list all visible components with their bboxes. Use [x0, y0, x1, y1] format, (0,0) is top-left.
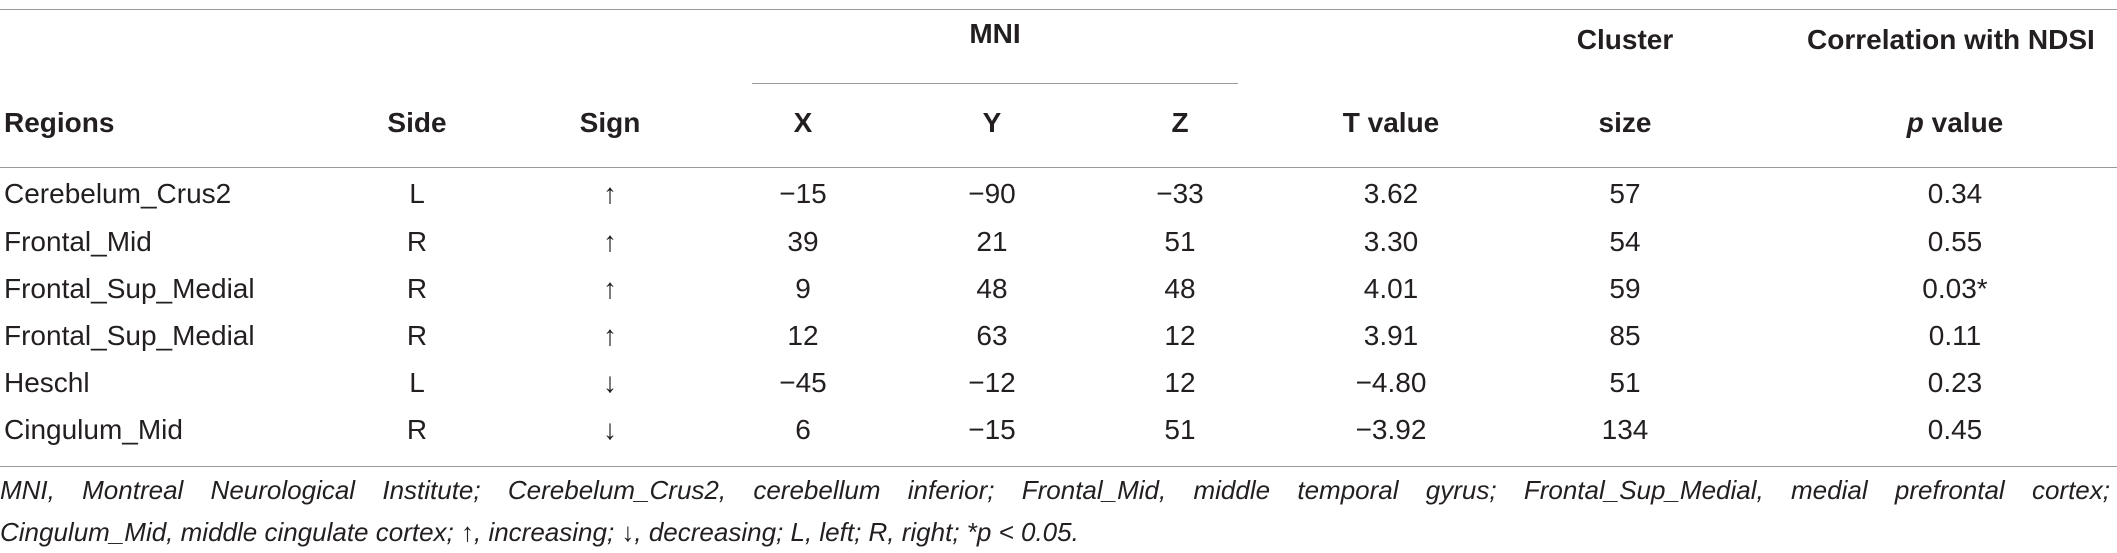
- header-t-value: T value: [1342, 107, 1440, 138]
- header-mni: MNI: [969, 18, 1021, 49]
- cell-side: R: [406, 273, 428, 304]
- table-bottom-rule: [0, 466, 2117, 467]
- cell-t-value: 3.91: [1363, 320, 1419, 351]
- cell-y: 63: [976, 320, 1008, 351]
- cell-side: R: [406, 226, 428, 257]
- cell-z: −33: [1156, 178, 1204, 209]
- cell-t-value: 3.62: [1363, 178, 1419, 209]
- header-sign: Sign: [579, 107, 641, 138]
- cell-region: Cerebelum_Crus2: [4, 178, 232, 209]
- cell-cluster-size: 54: [1609, 226, 1641, 257]
- cell-side: R: [406, 320, 428, 351]
- cell-cluster-size: 57: [1609, 178, 1641, 209]
- cell-y: −90: [968, 178, 1016, 209]
- cell-cluster-size: 51: [1609, 367, 1641, 398]
- cell-x: 9: [795, 273, 811, 304]
- cell-z: 48: [1164, 273, 1196, 304]
- cell-sign: ↑: [603, 178, 617, 209]
- cell-cluster-size: 85: [1609, 320, 1641, 351]
- cell-x: −45: [779, 367, 827, 398]
- header-z: Z: [1171, 107, 1189, 138]
- cell-x: 12: [787, 320, 819, 351]
- header-bottom-rule: [0, 167, 2117, 168]
- header-size: size: [1598, 107, 1652, 138]
- cell-p-value: 0.23: [1927, 367, 1983, 398]
- cell-y: 21: [976, 226, 1008, 257]
- cell-sign: ↓: [603, 367, 617, 398]
- cell-sign: ↑: [603, 320, 617, 351]
- header-cluster: Cluster: [1576, 24, 1674, 55]
- cell-t-value: 4.01: [1363, 273, 1419, 304]
- cell-cluster-size: 59: [1609, 273, 1641, 304]
- cell-y: 48: [976, 273, 1008, 304]
- cell-p-value: 0.34: [1927, 178, 1983, 209]
- cell-sign: ↑: [603, 226, 617, 257]
- cell-y: −15: [968, 414, 1016, 445]
- cell-p-value: 0.45: [1927, 414, 1983, 445]
- header-side: Side: [387, 107, 447, 138]
- table-top-rule: [0, 9, 2117, 10]
- header-x: X: [793, 107, 813, 138]
- cell-y: −12: [968, 367, 1016, 398]
- cell-side: R: [406, 414, 428, 445]
- cell-region: Frontal_Mid: [4, 226, 152, 257]
- header-correlation: Correlation with NDSI: [1807, 24, 2095, 55]
- cell-region: Cingulum_Mid: [4, 414, 183, 445]
- cell-t-value: −4.80: [1355, 367, 1427, 398]
- header-regions: Regions: [4, 107, 115, 138]
- cell-sign: ↑: [603, 273, 617, 304]
- cell-z: 51: [1164, 226, 1196, 257]
- cell-side: L: [409, 178, 425, 209]
- cell-region: Frontal_Sup_Medial: [4, 320, 255, 351]
- cell-t-value: −3.92: [1355, 414, 1427, 445]
- cell-p-value: 0.11: [1928, 320, 1982, 351]
- cell-p-value: 0.03*: [1922, 273, 1988, 304]
- cell-z: 51: [1164, 414, 1196, 445]
- cell-cluster-size: 134: [1601, 414, 1649, 445]
- cell-p-value: 0.55: [1927, 226, 1983, 257]
- cell-region: Frontal_Sup_Medial: [4, 273, 255, 304]
- table-footnote: MNI, Montreal Neurological Institute; Ce…: [0, 469, 2110, 553]
- header-y: Y: [982, 107, 1002, 138]
- footnote-line-1: MNI, Montreal Neurological Institute; Ce…: [0, 475, 2110, 505]
- cell-x: 39: [787, 226, 819, 257]
- cell-z: 12: [1164, 320, 1196, 351]
- cell-side: L: [409, 367, 425, 398]
- cell-x: −15: [779, 178, 827, 209]
- cell-t-value: 3.30: [1363, 226, 1419, 257]
- header-p-value: p value: [1907, 107, 2004, 139]
- mni-span-rule: [752, 83, 1238, 84]
- cell-sign: ↓: [603, 414, 617, 445]
- header-p-italic: p: [1906, 107, 1924, 138]
- header-p-rest: value: [1923, 107, 2004, 138]
- cell-z: 12: [1164, 367, 1196, 398]
- cell-region: Heschl: [4, 367, 90, 398]
- cell-x: 6: [795, 414, 811, 445]
- footnote-line-2: Cingulum_Mid, middle cingulate cortex; ↑…: [0, 517, 1079, 547]
